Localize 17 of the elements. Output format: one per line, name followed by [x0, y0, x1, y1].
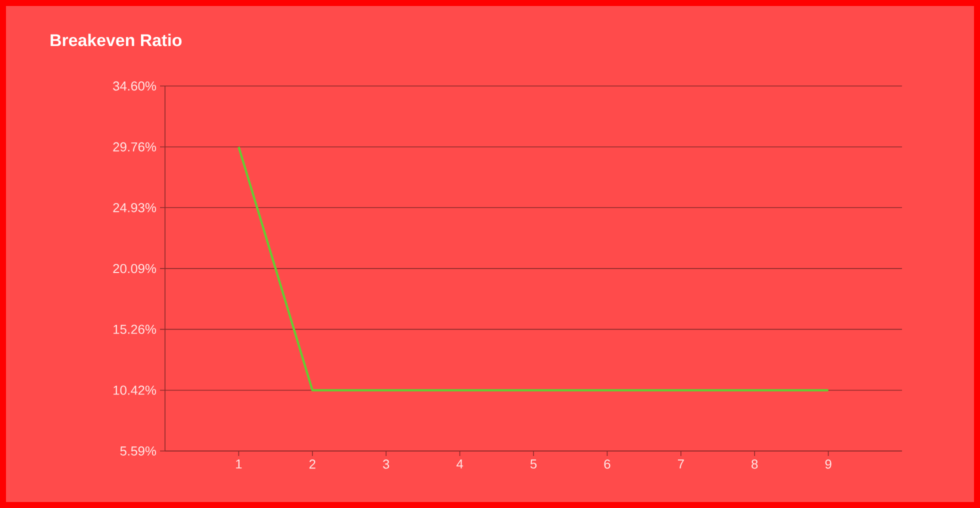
x-tick-label: 4: [456, 460, 464, 468]
y-tick-label: 10.42%: [114, 386, 156, 395]
x-tick-label: 7: [678, 460, 684, 468]
y-tick-label: 34.60%: [113, 81, 156, 91]
y-tick-label: 20.09%: [113, 264, 156, 274]
x-tick-label: 5: [530, 460, 537, 469]
x-tick-label: 1: [236, 460, 242, 468]
y-tick-label: 24.93%: [113, 203, 156, 212]
x-tick-label: 2: [309, 460, 316, 469]
x-tick-label: 3: [383, 460, 390, 469]
y-tick-label: 15.26%: [114, 324, 156, 334]
y-tick-label: 29.76%: [113, 142, 156, 152]
chart-title: Breakeven Ratio: [50, 34, 182, 46]
x-tick-label: 8: [752, 460, 758, 469]
x-tick-label: 6: [604, 460, 610, 469]
y-tick-label: 5.59%: [120, 446, 156, 456]
x-tick-label: 9: [825, 460, 832, 469]
